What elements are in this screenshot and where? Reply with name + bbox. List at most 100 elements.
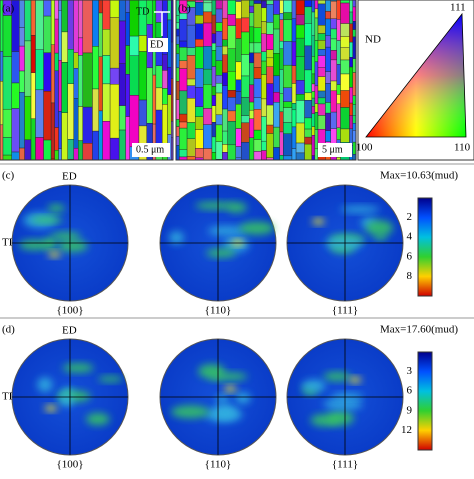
grain xyxy=(261,140,267,151)
grain xyxy=(215,22,223,32)
grain xyxy=(349,87,353,104)
grain xyxy=(155,109,163,145)
grain xyxy=(304,23,312,47)
grain xyxy=(295,100,305,124)
grain xyxy=(314,85,319,104)
grain xyxy=(235,128,242,147)
texture-blob xyxy=(365,220,394,236)
grain xyxy=(179,121,188,129)
grain xyxy=(203,124,213,149)
ebsd-map-a xyxy=(0,0,173,160)
grain xyxy=(171,78,173,122)
grain xyxy=(179,127,188,150)
grain xyxy=(314,129,319,150)
grain xyxy=(235,157,242,160)
grain xyxy=(330,28,337,40)
grain xyxy=(67,0,74,50)
grain xyxy=(311,73,316,85)
texture-blob xyxy=(62,363,94,373)
grain xyxy=(30,0,36,36)
grain xyxy=(19,0,25,28)
grain xyxy=(171,41,173,79)
grain xyxy=(336,157,341,160)
grain xyxy=(125,12,130,46)
grain xyxy=(291,0,297,19)
grain xyxy=(273,92,280,103)
texture-blob xyxy=(57,239,88,252)
grain xyxy=(291,18,297,43)
grain xyxy=(241,17,250,33)
grain xyxy=(314,61,319,87)
grain xyxy=(352,141,356,155)
grain xyxy=(92,46,99,90)
grain xyxy=(195,2,204,16)
grain xyxy=(330,111,337,129)
grain xyxy=(352,36,356,60)
grain xyxy=(291,109,297,128)
colorbar-tick-label: 8 xyxy=(407,270,413,282)
grain xyxy=(162,54,168,71)
grain xyxy=(283,122,293,134)
grain xyxy=(349,41,353,58)
grain xyxy=(78,106,84,141)
grain xyxy=(58,60,62,112)
grain xyxy=(352,123,356,131)
grain xyxy=(317,90,326,99)
grain xyxy=(19,70,25,93)
grain xyxy=(336,64,341,85)
texture-blob xyxy=(206,248,236,258)
colorbar xyxy=(417,197,433,297)
grain xyxy=(279,40,284,49)
grain xyxy=(266,34,274,50)
grain xyxy=(311,126,316,136)
grain xyxy=(311,113,316,127)
grain xyxy=(283,41,293,66)
texture-blob xyxy=(47,204,65,213)
grain xyxy=(167,66,172,95)
texture-blob xyxy=(208,372,248,381)
grain xyxy=(2,108,12,138)
grain xyxy=(167,19,172,68)
grain xyxy=(171,137,173,160)
grain xyxy=(317,3,326,26)
colorbar-tick-label: 2 xyxy=(407,211,413,223)
grain xyxy=(325,46,331,72)
grain xyxy=(227,70,236,91)
grain xyxy=(249,84,255,103)
grain xyxy=(349,66,353,88)
grain xyxy=(61,62,68,113)
texture-peak xyxy=(349,376,362,383)
grain xyxy=(186,122,196,139)
grain xyxy=(330,0,337,19)
grain xyxy=(311,11,316,36)
grain xyxy=(211,152,217,160)
colorbar-tick-label: 12 xyxy=(401,424,412,436)
grain xyxy=(215,60,223,76)
ipf-110: 110 xyxy=(454,142,471,154)
texture-blob xyxy=(86,413,110,426)
grain xyxy=(222,72,228,86)
grain xyxy=(352,29,356,38)
grain xyxy=(186,98,196,123)
grain xyxy=(311,56,316,75)
grain xyxy=(235,61,242,81)
grain xyxy=(279,48,284,70)
grain xyxy=(295,37,305,57)
grain xyxy=(336,94,341,105)
grain xyxy=(203,84,213,109)
grain xyxy=(195,87,204,107)
grain xyxy=(336,19,341,41)
colorbar-tick-label: 9 xyxy=(407,404,413,416)
colorbar-tick-label: 3 xyxy=(407,365,413,377)
grain xyxy=(195,157,204,160)
grain xyxy=(211,14,217,34)
grain xyxy=(311,35,316,57)
grain xyxy=(295,142,305,154)
grain xyxy=(222,39,228,47)
grain xyxy=(171,121,173,139)
grain xyxy=(155,87,163,111)
grain xyxy=(261,98,267,117)
grain xyxy=(43,52,52,92)
grain xyxy=(195,39,204,48)
figure-label: {100} xyxy=(56,305,83,317)
